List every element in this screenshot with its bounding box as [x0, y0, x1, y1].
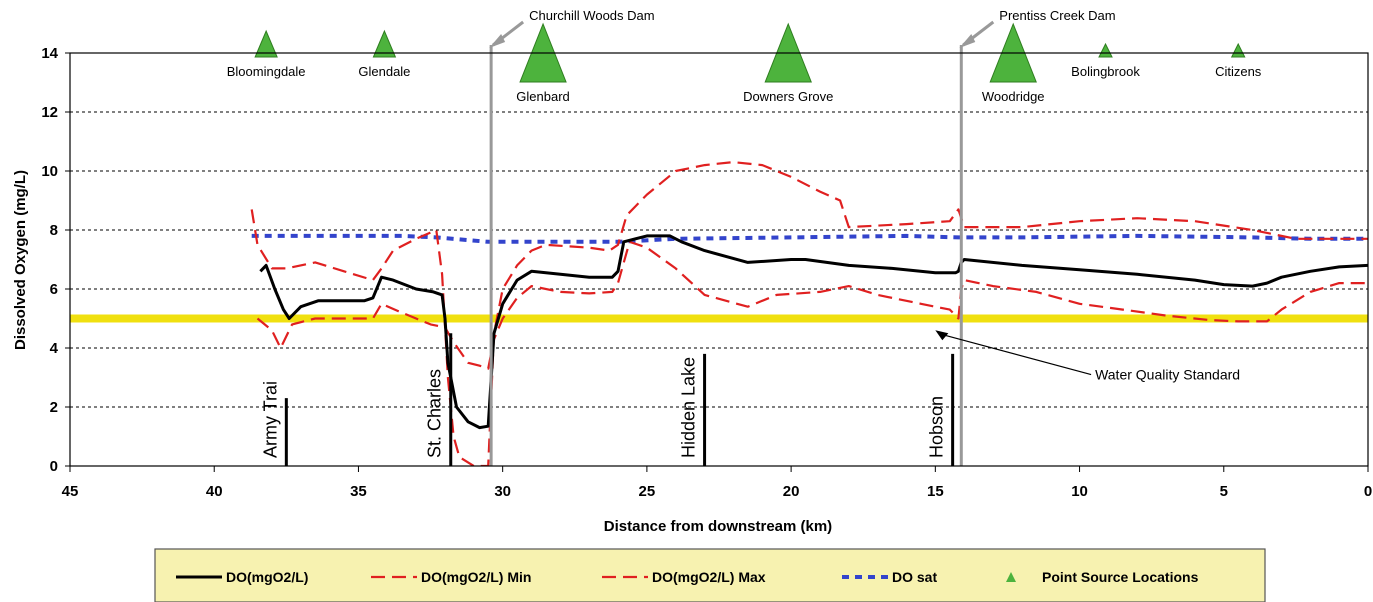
y-axis-title: Dissolved Oxygen (mg/L): [12, 170, 29, 350]
x-tick-label: 15: [927, 483, 944, 500]
x-tick-label: 20: [783, 483, 800, 500]
point-source-marker: [372, 29, 397, 58]
x-tick-label: 30: [494, 483, 511, 500]
tributary-label: Army Trai: [260, 381, 280, 458]
x-tick-label: 45: [62, 483, 79, 500]
point-source-label: Glendale: [358, 64, 410, 79]
tributary-label: Hidden Lake: [679, 357, 699, 458]
x-tick-label: 5: [1220, 483, 1228, 500]
point-source-label: Bloomingdale: [227, 64, 306, 79]
axes: 0 2 4 6 8 10 12 14 45 40 35 30 25 20 15 10 5 0: [41, 45, 1372, 500]
x-tick-label: 35: [350, 483, 367, 500]
y-tick-label: 10: [41, 163, 58, 180]
legend-label: DO(mgO2/L): [226, 569, 308, 585]
y-tick-label: 4: [50, 340, 59, 357]
y-tick-label: 2: [50, 399, 58, 416]
y-tick-label: 12: [41, 104, 58, 121]
y-tick-label: 8: [50, 222, 58, 239]
tributary-label: St. Charles: [425, 369, 445, 458]
x-tick-label: 40: [206, 483, 223, 500]
point-source-marker: [254, 29, 278, 58]
series-line-do-mgo2-l-min: [256, 240, 1368, 370]
dam-label: Prentiss Creek Dam: [999, 8, 1115, 23]
dam-label: Churchill Woods Dam: [529, 8, 654, 23]
point-source-marker: [1230, 42, 1246, 58]
legend-label: Point Source Locations: [1042, 569, 1199, 585]
x-axis-title: Distance from downstream (km): [604, 518, 832, 535]
plot-frame: [69, 52, 1369, 467]
point-source-label: Citizens: [1215, 64, 1262, 79]
dam-arrowhead-1: [959, 34, 976, 48]
point-source-marker: [1098, 42, 1113, 58]
point-source-label: Glenbard: [516, 89, 569, 104]
standard-annotation-arrow: [941, 333, 1092, 376]
series-line-do-sat: [251, 233, 1368, 244]
x-tick-label: 10: [1071, 483, 1088, 500]
legend-label: DO(mgO2/L) Min: [421, 569, 531, 585]
y-tick-label: 14: [41, 45, 58, 62]
legend-label: DO(mgO2/L) Max: [652, 569, 766, 585]
standard-annotation-arrowhead: [935, 330, 949, 341]
y-tick-label: 0: [50, 458, 58, 475]
legend-box: [154, 548, 1266, 602]
tributary-label: Hobson: [927, 396, 947, 458]
series: [250, 161, 1368, 466]
dam-arrowhead-0: [489, 34, 506, 48]
y-tick-label: 6: [50, 281, 58, 298]
point-source-label: Bolingbrook: [1071, 64, 1140, 79]
legend-marker-point-source: [1006, 572, 1016, 582]
x-tick-label: 25: [639, 483, 656, 500]
standard-annotation-label: Water Quality Standard: [1095, 367, 1240, 383]
legend-label: DO sat: [892, 569, 937, 585]
x-tick-label: 0: [1364, 483, 1372, 500]
legend: DO(mgO2/L) DO(mgO2/L) Min DO(mgO2/L) Max DO…: [154, 548, 1266, 602]
point-source-label: Woodridge: [982, 89, 1045, 104]
series-line-do-mgo2-l-: [259, 234, 1368, 430]
series-line-do-mgo2-l-max: [250, 161, 1368, 466]
point-source-label: Downers Grove: [743, 89, 833, 104]
